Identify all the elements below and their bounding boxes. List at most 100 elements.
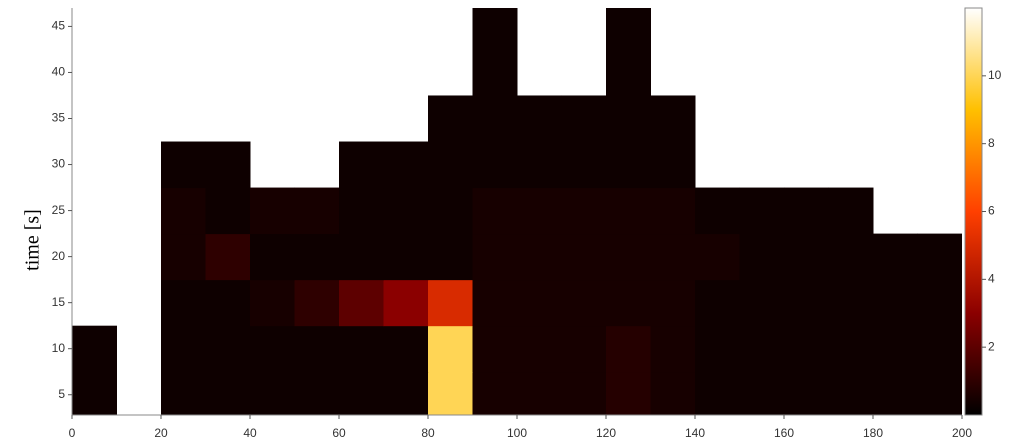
heat-cell — [561, 371, 607, 415]
heat-cell — [472, 141, 518, 189]
x-tick-label: 60 — [332, 426, 346, 440]
heat-cell — [161, 141, 206, 189]
heat-cell — [517, 325, 562, 373]
heat-cell — [650, 233, 696, 281]
x-tick-label: 40 — [243, 426, 257, 440]
heat-cell — [472, 8, 518, 50]
y-tick-label: 5 — [58, 387, 65, 401]
heat-cell — [606, 279, 651, 327]
heat-cell — [606, 141, 651, 189]
heat-cell — [517, 233, 562, 281]
heat-cell — [517, 141, 562, 189]
y-tick-label: 20 — [52, 249, 66, 263]
heat-cell — [828, 325, 874, 373]
heat-cell — [339, 325, 384, 373]
heat-cell — [472, 279, 518, 327]
y-tick-label: 25 — [52, 203, 66, 217]
x-tick-label: 100 — [507, 426, 527, 440]
heat-cell — [294, 279, 340, 327]
heat-cell — [383, 187, 429, 235]
y-tick-label: 35 — [52, 111, 66, 125]
colorbar-tick-label: 8 — [988, 136, 995, 150]
colorbar-tick-label: 4 — [988, 272, 995, 286]
heat-cell — [517, 95, 562, 143]
heat-cell — [650, 141, 696, 189]
y-tick-label: 10 — [52, 341, 66, 355]
heat-cell — [472, 49, 518, 96]
x-tick-label: 0 — [69, 426, 76, 440]
y-tick-label: 45 — [52, 19, 66, 33]
heat-cell — [383, 141, 429, 189]
heat-cell — [161, 233, 206, 281]
heat-cell — [428, 371, 473, 415]
heat-cell — [428, 325, 473, 373]
x-tick-label: 160 — [774, 426, 794, 440]
heat-cell — [739, 279, 785, 327]
heat-cell — [72, 325, 117, 373]
heat-cell — [339, 279, 384, 327]
heat-cell — [294, 371, 340, 415]
heat-cell — [828, 371, 874, 415]
heat-cell — [161, 325, 206, 373]
heat-cell — [472, 187, 518, 235]
heat-cell — [561, 325, 607, 373]
heat-cell — [294, 233, 340, 281]
heat-cell — [339, 233, 384, 281]
heat-cell — [784, 325, 829, 373]
heat-cell — [161, 187, 206, 235]
heat-cell — [339, 371, 384, 415]
heatmap — [72, 8, 962, 415]
x-tick-label: 200 — [952, 426, 972, 440]
heat-cell — [695, 325, 740, 373]
heat-cell — [383, 325, 429, 373]
heat-cell — [561, 141, 607, 189]
y-axis-label: time [s] — [22, 209, 44, 271]
heat-cell — [739, 371, 785, 415]
heat-cell — [205, 279, 251, 327]
heat-cell — [873, 233, 918, 281]
heat-cell — [294, 187, 340, 235]
y-tick-label: 30 — [52, 157, 66, 171]
heat-cell — [606, 325, 651, 373]
heat-cell — [873, 371, 918, 415]
heat-cell — [828, 279, 874, 327]
colorbar-tick-label: 2 — [988, 339, 995, 353]
heat-cell — [739, 187, 785, 235]
heat-cell — [561, 233, 607, 281]
heat-cell — [695, 187, 740, 235]
x-tick-label: 140 — [685, 426, 705, 440]
heat-cell — [695, 279, 740, 327]
heat-cell — [650, 325, 696, 373]
heat-cell — [428, 95, 473, 143]
colorbar — [964, 7, 983, 416]
heat-cell — [873, 325, 918, 373]
heat-cell — [873, 279, 918, 327]
x-tick-label: 120 — [596, 426, 616, 440]
heat-cell — [472, 233, 518, 281]
y-tick-label: 40 — [52, 65, 66, 79]
heat-cell — [428, 187, 473, 235]
heat-cell — [428, 233, 473, 281]
x-tick-label: 80 — [421, 426, 435, 440]
heat-cell — [250, 371, 295, 415]
heat-cell — [472, 371, 518, 415]
heat-cell — [784, 371, 829, 415]
heat-cell — [205, 187, 251, 235]
heat-cell — [428, 141, 473, 189]
colorbar-tick-label: 6 — [988, 204, 995, 218]
heat-cell — [650, 95, 696, 143]
heat-cell — [161, 279, 206, 327]
heat-cell — [250, 187, 295, 235]
heat-cell — [561, 279, 607, 327]
heat-cell — [784, 187, 829, 235]
heat-cell — [695, 233, 740, 281]
heat-cell — [828, 233, 874, 281]
heat-cell — [606, 49, 651, 96]
heat-cell — [161, 371, 206, 415]
heat-cell — [472, 325, 518, 373]
heat-cell — [383, 371, 429, 415]
heat-cell — [294, 325, 340, 373]
heat-cell — [472, 95, 518, 143]
heat-cell — [517, 371, 562, 415]
